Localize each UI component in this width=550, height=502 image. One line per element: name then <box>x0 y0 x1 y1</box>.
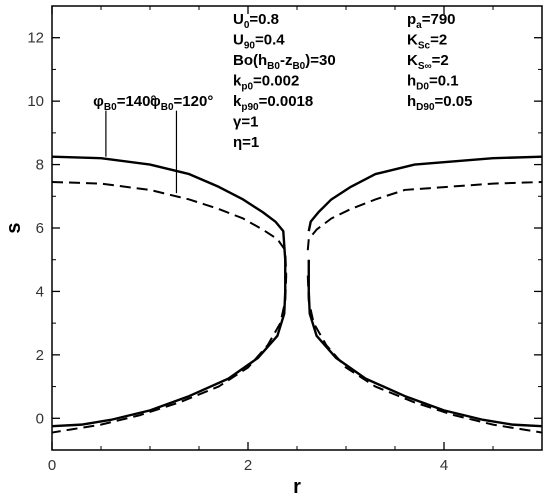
axis-ticks <box>51 5 543 451</box>
y-axis-label: s <box>3 222 25 233</box>
parameter-right-3: hD0=0.1 <box>407 73 459 93</box>
x-axis-label: r <box>293 476 301 498</box>
parameter-right-2: KS∞=2 <box>407 52 449 72</box>
y-tick-label: 12 <box>27 30 44 47</box>
parameter-left-0: U0=0.8 <box>233 11 279 31</box>
parameter-left-3: kp0=0.002 <box>233 73 299 93</box>
axis-tick-labels: 0 2 4 0 2 4 6 8 10 12 <box>27 30 448 474</box>
y-tick-label: 4 <box>36 283 44 300</box>
x-tick-label: 4 <box>440 457 448 474</box>
parameter-right-0: pa=790 <box>407 11 456 31</box>
y-tick-label: 10 <box>27 93 44 110</box>
series-line-1 <box>51 181 543 434</box>
y-tick-label: 2 <box>36 347 44 364</box>
y-tick-label: 6 <box>36 220 44 237</box>
parameter-right-1: KSc=2 <box>407 32 447 52</box>
series-line-0 <box>51 155 543 428</box>
x-tick-label: 2 <box>244 457 252 474</box>
parameter-left-5: γ=1 <box>233 114 258 131</box>
parameter-left-4: kp90=0.0018 <box>233 93 313 113</box>
annotations: φB0=140°φB0=120° U0=0.8U90=0.4Bo(hB0-zB0)… <box>93 11 473 194</box>
parameter-right-4: hD90=0.05 <box>407 93 473 113</box>
curve-label-1: φB0=120° <box>150 93 213 113</box>
parameter-left-1: U90=0.4 <box>233 32 285 52</box>
parameter-left-2: Bo(hB0-zB0)=30 <box>233 52 336 72</box>
curve-label-0: φB0=140° <box>93 93 156 113</box>
y-tick-label: 0 <box>36 410 44 427</box>
y-tick-label: 8 <box>36 157 44 174</box>
series-layer <box>51 155 543 434</box>
parameter-left-6: η=1 <box>233 134 259 151</box>
x-tick-label: 0 <box>48 457 56 474</box>
